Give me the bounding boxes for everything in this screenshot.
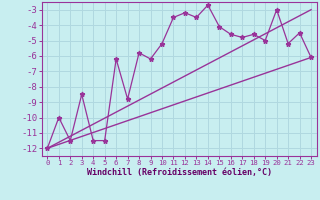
X-axis label: Windchill (Refroidissement éolien,°C): Windchill (Refroidissement éolien,°C) <box>87 168 272 177</box>
